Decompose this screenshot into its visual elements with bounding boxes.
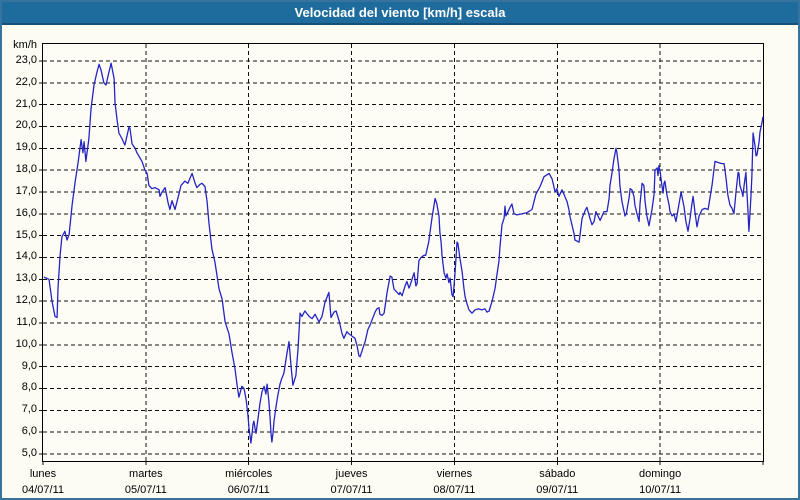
- x-day-name-label: lunes: [29, 468, 57, 480]
- x-day-date-label: 05/07/11: [124, 484, 167, 496]
- chart-title: Velocidad del viento [km/h] escala: [294, 5, 506, 20]
- plot-area: [39, 43, 764, 465]
- x-day-name-label: domingo: [639, 468, 682, 480]
- x-day-name-label: jueves: [335, 468, 368, 480]
- y-tick-label: 8,0: [21, 381, 37, 394]
- y-tick-label: 7,0: [21, 403, 37, 416]
- x-day-name-label: sábado: [539, 468, 576, 480]
- y-tick-label: 10,0: [15, 337, 37, 350]
- y-tick-label: 20,0: [15, 119, 37, 132]
- y-tick-label: 14,0: [15, 250, 37, 263]
- x-day-name-label: martes: [129, 468, 163, 480]
- x-day-name-label: miércoles: [225, 468, 273, 480]
- wind-speed-line: [43, 62, 764, 444]
- y-tick-label: 15,0: [15, 228, 37, 241]
- y-tick-label: 12,0: [15, 294, 37, 307]
- x-day-date-label: 10/07/11: [639, 484, 682, 496]
- y-tick-label: 11,0: [16, 315, 37, 328]
- y-tick-label: 18,0: [15, 163, 37, 176]
- x-day-date-label: 07/07/11: [330, 484, 373, 496]
- y-tick-label: 9,0: [21, 359, 37, 372]
- x-day-name-label: viernes: [436, 468, 473, 480]
- y-tick-label: 21,0: [15, 97, 37, 110]
- y-tick-label: 5,0: [21, 446, 37, 459]
- y-tick-label: 23,0: [15, 54, 37, 66]
- x-day-date-label: 06/07/11: [227, 484, 270, 496]
- x-day-date-label: 09/07/11: [536, 484, 579, 496]
- wind-speed-chart: [39, 44, 764, 465]
- y-tick-label: 16,0: [15, 206, 37, 219]
- x-day-date-label: 04/07/11: [21, 484, 64, 496]
- y-tick-label: 13,0: [15, 272, 37, 285]
- y-tick-label: 22,0: [15, 75, 37, 88]
- y-tick-label: 17,0: [15, 184, 37, 197]
- y-axis-unit-label: km/h: [13, 39, 37, 51]
- title-bar: Velocidad del viento [km/h] escala: [2, 2, 798, 25]
- y-tick-label: 19,0: [15, 141, 37, 154]
- x-day-date-label: 08/07/11: [433, 484, 476, 496]
- y-tick-label: 6,0: [21, 425, 37, 438]
